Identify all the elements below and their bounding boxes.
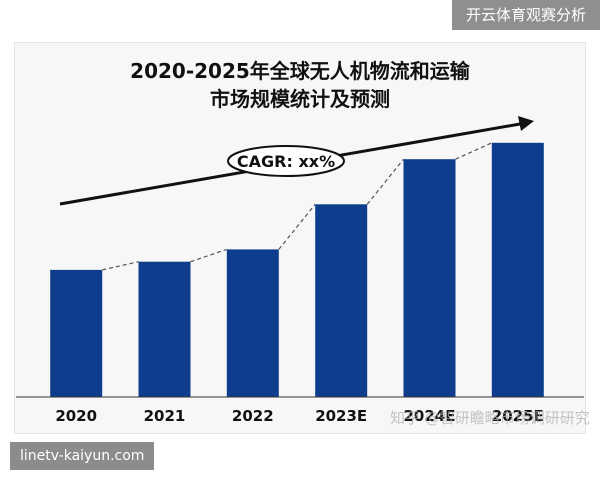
bar-2022 bbox=[226, 249, 279, 397]
top-watermark-badge: 开云体育观赛分析 bbox=[451, 0, 600, 30]
x-tick-label-2025E: 2025E bbox=[492, 407, 544, 425]
trend-arrow-head bbox=[518, 116, 534, 131]
bar-connector-lines bbox=[102, 142, 493, 271]
cagr-ellipse bbox=[227, 145, 345, 177]
bar-series bbox=[50, 142, 544, 397]
bar-2025E bbox=[491, 142, 544, 397]
chart-title-line2: 市场规模统计及预测 bbox=[210, 87, 390, 111]
bar-2021 bbox=[138, 261, 191, 397]
zhihu-watermark: 知乎 @智研瞻略市场调研研究 bbox=[390, 409, 590, 427]
connector-line-4 bbox=[366, 158, 404, 205]
chart-panel bbox=[14, 42, 586, 434]
bar-2020 bbox=[50, 269, 103, 397]
connector-line-3 bbox=[278, 203, 316, 250]
x-axis-tick-labels: 2020 2021 2022 2023E 2024E 2025E bbox=[55, 407, 543, 425]
connector-line-5 bbox=[455, 142, 493, 160]
bottom-watermark-badge: linetv-kaiyun.com bbox=[10, 442, 155, 470]
connector-line-1 bbox=[102, 261, 139, 271]
x-tick-label-2021: 2021 bbox=[144, 407, 186, 425]
x-tick-label-2023E: 2023E bbox=[315, 407, 367, 425]
bar-2023E bbox=[315, 204, 368, 397]
cagr-callout: CAGR: xx% bbox=[227, 145, 345, 177]
cagr-label: CAGR: xx% bbox=[237, 152, 335, 171]
x-tick-label-2022: 2022 bbox=[232, 407, 274, 425]
bar-2024E bbox=[403, 159, 456, 397]
x-tick-label-2024E: 2024E bbox=[404, 407, 456, 425]
x-tick-label-2020: 2020 bbox=[55, 407, 97, 425]
chart-title-line1: 2020-2025年全球无人机物流和运输 bbox=[130, 59, 471, 83]
connector-line-2 bbox=[190, 248, 227, 263]
